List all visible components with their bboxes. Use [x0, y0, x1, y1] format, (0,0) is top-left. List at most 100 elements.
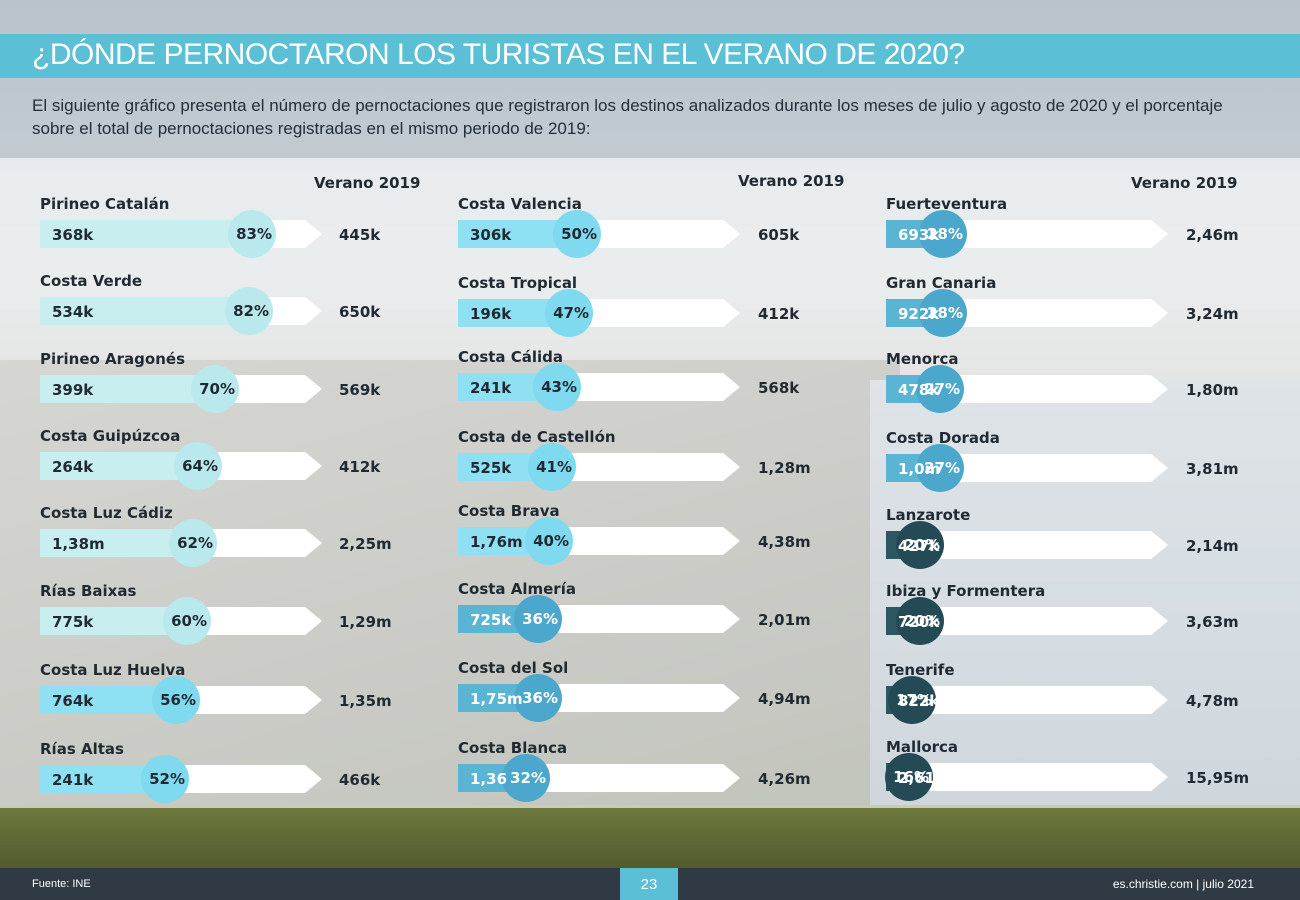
- page-title: ¿DÓNDE PERNOCTARON LOS TURISTAS EN EL VE…: [32, 38, 965, 71]
- value-2019-label: 3,24m: [1186, 305, 1239, 323]
- value-2019-label: 1,28m: [758, 459, 811, 477]
- value-2019-label: 4,94m: [758, 690, 811, 708]
- pct-label: 36%: [522, 610, 558, 628]
- pct-circle: [888, 676, 936, 724]
- value-2019-label: 1,29m: [339, 613, 392, 631]
- pct-circle: [533, 363, 581, 411]
- bar: [40, 220, 252, 248]
- pct-circle: [514, 595, 562, 643]
- pct-label: 28%: [927, 225, 963, 243]
- pct-circle: [896, 597, 944, 645]
- value-2019-label: 605k: [758, 226, 800, 244]
- pct-label: 52%: [149, 770, 185, 788]
- pct-circle: [502, 754, 550, 802]
- pct-label: 40%: [533, 532, 569, 550]
- pct-label: 64%: [182, 457, 218, 475]
- value-2020-label: 306k: [470, 226, 512, 244]
- bar: [40, 452, 198, 480]
- value-2020-label: 764k: [52, 692, 94, 710]
- page-number-box: [620, 868, 678, 900]
- destination-label: Costa Luz Cádiz: [40, 504, 173, 522]
- value-2019-label: 569k: [339, 381, 381, 399]
- column-header: Verano 2019: [738, 172, 845, 190]
- destination-label: Costa Guipúzcoa: [40, 427, 181, 445]
- bar-track: [886, 763, 1168, 791]
- column-header: Verano 2019: [314, 174, 421, 192]
- value-2020-label: 478k: [898, 381, 940, 399]
- pct-label: 27%: [924, 459, 960, 477]
- destination-label: Lanzarote: [886, 506, 971, 524]
- pct-circle: [225, 287, 273, 335]
- value-2020-label: 775k: [52, 613, 94, 631]
- destination-label: Costa Valencia: [458, 195, 582, 213]
- value-2019-label: 412k: [339, 458, 381, 476]
- pct-label: 27%: [924, 380, 960, 398]
- page-number: 23: [640, 876, 658, 893]
- pct-label: 20%: [904, 536, 940, 554]
- value-2019-label: 650k: [339, 303, 381, 321]
- pct-label: 28%: [927, 304, 963, 322]
- pct-label: 62%: [177, 534, 213, 552]
- destination-label: Pirineo Aragonés: [40, 350, 186, 368]
- value-2019-label: 2,14m: [1186, 537, 1239, 555]
- pct-label: 50%: [561, 225, 597, 243]
- value-2020-label: 264k: [52, 458, 94, 476]
- background-grass: [0, 805, 1300, 870]
- destination-label: Costa de Castellón: [458, 428, 616, 446]
- value-2020-label: 368k: [52, 226, 94, 244]
- value-2019-label: 3,63m: [1186, 613, 1239, 631]
- footer-site: es.christie.com | julio 2021: [1112, 877, 1254, 891]
- pct-label: 56%: [160, 691, 196, 709]
- bar: [40, 529, 193, 557]
- destination-label: Pirineo Catalán: [40, 195, 170, 213]
- value-2020-label: 241k: [52, 771, 94, 789]
- pct-circle: [916, 365, 964, 413]
- pct-circle: [141, 755, 189, 803]
- value-2019-label: 1,80m: [1186, 381, 1239, 399]
- value-2020-label: 525k: [470, 459, 512, 477]
- value-2020-label: 822k: [898, 692, 940, 710]
- value-2019-label: 445k: [339, 226, 381, 244]
- value-2019-label: 2,25m: [339, 535, 392, 553]
- value-2019-label: 3,81m: [1186, 460, 1239, 478]
- destination-label: Gran Canaria: [886, 274, 997, 292]
- value-2020-label: 922k: [898, 305, 940, 323]
- value-2020-label: 720k: [898, 613, 940, 631]
- bar: [40, 375, 215, 403]
- value-2020-label: 693k: [898, 226, 940, 244]
- pct-circle: [228, 210, 276, 258]
- value-2020-label: 241k: [470, 379, 512, 397]
- pct-circle: [885, 753, 933, 801]
- column-header: Verano 2019: [1131, 174, 1238, 192]
- destination-label: Costa del Sol: [458, 659, 569, 677]
- destination-label: Menorca: [886, 350, 959, 368]
- value-2020-label: 1,0m: [898, 460, 941, 478]
- value-2019-label: 2,01m: [758, 611, 811, 629]
- pct-circle: [525, 517, 573, 565]
- pct-label: 83%: [236, 225, 272, 243]
- pct-label: 47%: [553, 304, 589, 322]
- destination-label: Costa Almería: [458, 580, 576, 598]
- intro-text: El siguiente gráfico presenta el número …: [32, 96, 1223, 138]
- destination-label: Rías Baixas: [40, 582, 137, 600]
- pct-label: 43%: [541, 378, 577, 396]
- pct-label: 32%: [510, 769, 546, 787]
- value-2019-label: 412k: [758, 305, 800, 323]
- value-2020-label: 1,36: [470, 770, 508, 788]
- value-2020-label: 1,75m: [470, 690, 523, 708]
- pct-label: 41%: [536, 458, 572, 476]
- destination-label: Mallorca: [886, 738, 959, 756]
- value-2020-label: 1,76m: [470, 533, 523, 551]
- destination-label: Fuerteventura: [886, 195, 1008, 213]
- value-2020-label: 196k: [470, 305, 512, 323]
- pct-circle: [896, 521, 944, 569]
- pct-circle: [152, 676, 200, 724]
- pct-label: 20%: [904, 612, 940, 630]
- value-2019-label: 1,35m: [339, 692, 392, 710]
- pct-label: 16%: [893, 768, 929, 786]
- value-2020-label: 534k: [52, 303, 94, 321]
- pct-label: 17%: [896, 691, 932, 709]
- value-2019-label: 4,78m: [1186, 692, 1239, 710]
- pct-circle: [169, 519, 217, 567]
- pct-circle: [553, 210, 601, 258]
